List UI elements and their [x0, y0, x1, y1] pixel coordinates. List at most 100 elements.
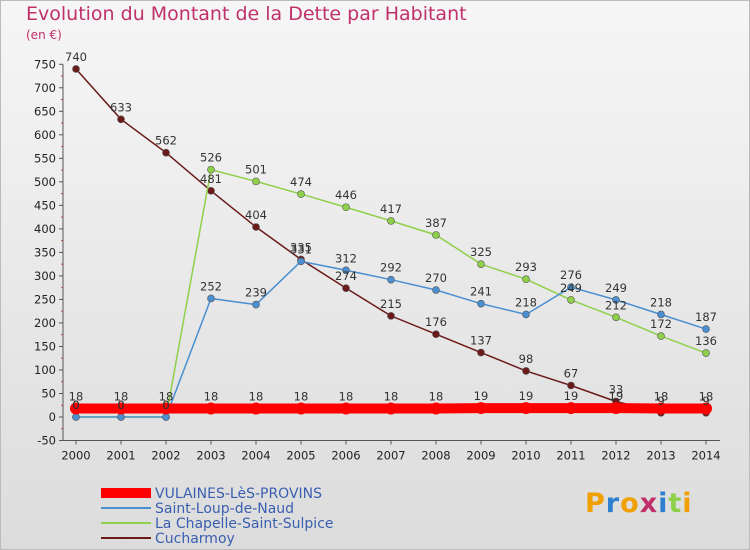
data-point: [250, 402, 262, 415]
y-tick-label: 450: [34, 198, 56, 212]
x-tick-label: 2012: [601, 449, 630, 463]
data-label: 387: [425, 216, 447, 230]
chart-title: Evolution du Montant de la Dette par Hab…: [26, 3, 467, 25]
data-label: 18: [429, 390, 444, 404]
data-point: [342, 266, 350, 275]
x-tick-label: 2011: [556, 449, 585, 463]
data-point: [612, 313, 620, 322]
y-tick-label: 600: [34, 128, 56, 142]
data-label: 33: [609, 382, 624, 396]
data-label: 176: [425, 315, 447, 329]
data-point: [205, 402, 217, 415]
data-label: 312: [335, 251, 357, 265]
data-label: 18: [249, 390, 264, 404]
data-label: 481: [200, 172, 222, 186]
data-point: [522, 367, 530, 375]
data-label: 19: [519, 389, 534, 403]
data-point: [657, 310, 665, 319]
proxiti-logo: Proxiti: [585, 488, 693, 519]
x-tick-label: 2013: [646, 449, 675, 463]
data-point: [655, 402, 667, 415]
data-label: 18: [114, 390, 129, 404]
logo-letter: t: [668, 488, 683, 519]
data-label: 218: [650, 295, 672, 309]
data-point: [702, 325, 710, 333]
data-point: [477, 299, 485, 308]
data-label: 0: [72, 398, 79, 412]
data-point: [385, 402, 397, 415]
data-label: 252: [200, 279, 222, 293]
data-label: 474: [290, 175, 312, 189]
data-point: [297, 257, 305, 266]
data-label: 212: [605, 298, 627, 312]
data-label: 218: [515, 295, 537, 309]
data-point: [115, 402, 127, 415]
data-label: 18: [69, 390, 84, 404]
data-label: 137: [470, 334, 492, 348]
data-label: 215: [380, 297, 402, 311]
data-label: 0: [117, 398, 124, 412]
data-point: [207, 294, 215, 303]
y-tick-label: 200: [34, 316, 56, 330]
data-label: 0: [117, 398, 124, 412]
y-tick-label: 300: [34, 269, 56, 283]
data-label: 136: [695, 334, 717, 348]
data-point: [387, 275, 395, 284]
data-label: 9: [702, 394, 709, 408]
data-label: 0: [72, 398, 79, 412]
data-point: [387, 217, 395, 225]
series-lines: [70, 65, 712, 421]
data-label: 19: [609, 389, 624, 403]
data-point: [432, 330, 440, 339]
data-point: [520, 402, 532, 415]
data-label: 404: [245, 208, 267, 222]
logo-letter: r: [605, 488, 621, 519]
data-point: [297, 190, 305, 198]
data-label: 239: [245, 286, 267, 300]
y-tick-label: 50: [41, 386, 56, 400]
data-point: [700, 402, 712, 415]
logo-letter: o: [620, 488, 640, 519]
data-label: 172: [650, 317, 672, 331]
x-tick-label: 2003: [196, 449, 225, 463]
data-point: [295, 402, 307, 415]
x-tick-label: 2009: [466, 449, 495, 463]
y-tick-label: 150: [34, 339, 56, 353]
data-point: [612, 296, 620, 304]
y-tick-label: 550: [34, 151, 56, 165]
x-tick-label: 2014: [691, 449, 720, 463]
data-label: 249: [560, 281, 582, 295]
data-point: [252, 300, 260, 309]
data-label: 633: [110, 100, 132, 114]
data-point: [117, 115, 125, 124]
data-label: 18: [159, 390, 174, 404]
data-label: 18: [654, 390, 669, 404]
y-tick-label: 700: [34, 81, 56, 95]
data-label: 18: [339, 390, 354, 404]
data-label: 187: [695, 310, 717, 324]
data-point: [162, 148, 170, 157]
data-label: 501: [245, 162, 267, 176]
x-tick-label: 2001: [106, 449, 135, 463]
data-label: 276: [560, 268, 582, 282]
data-point: [567, 381, 575, 390]
data-label: 18: [699, 390, 714, 404]
legend-label: Cucharmoy: [155, 531, 235, 547]
data-point: [432, 286, 440, 294]
data-point: [430, 402, 442, 415]
data-point: [565, 402, 577, 415]
data-point: [657, 332, 665, 340]
data-point: [117, 413, 125, 421]
data-point: [72, 65, 80, 73]
data-point: [207, 186, 215, 195]
data-label: 274: [335, 269, 357, 283]
x-tick-label: 2008: [421, 449, 450, 463]
data-point: [522, 310, 530, 319]
y-tick-label: 500: [34, 175, 56, 189]
x-tick-label: 2000: [61, 449, 90, 463]
x-tick-label: 2002: [151, 449, 180, 463]
data-point: [252, 223, 260, 231]
data-label: 293: [515, 260, 537, 274]
data-point: [477, 348, 485, 357]
